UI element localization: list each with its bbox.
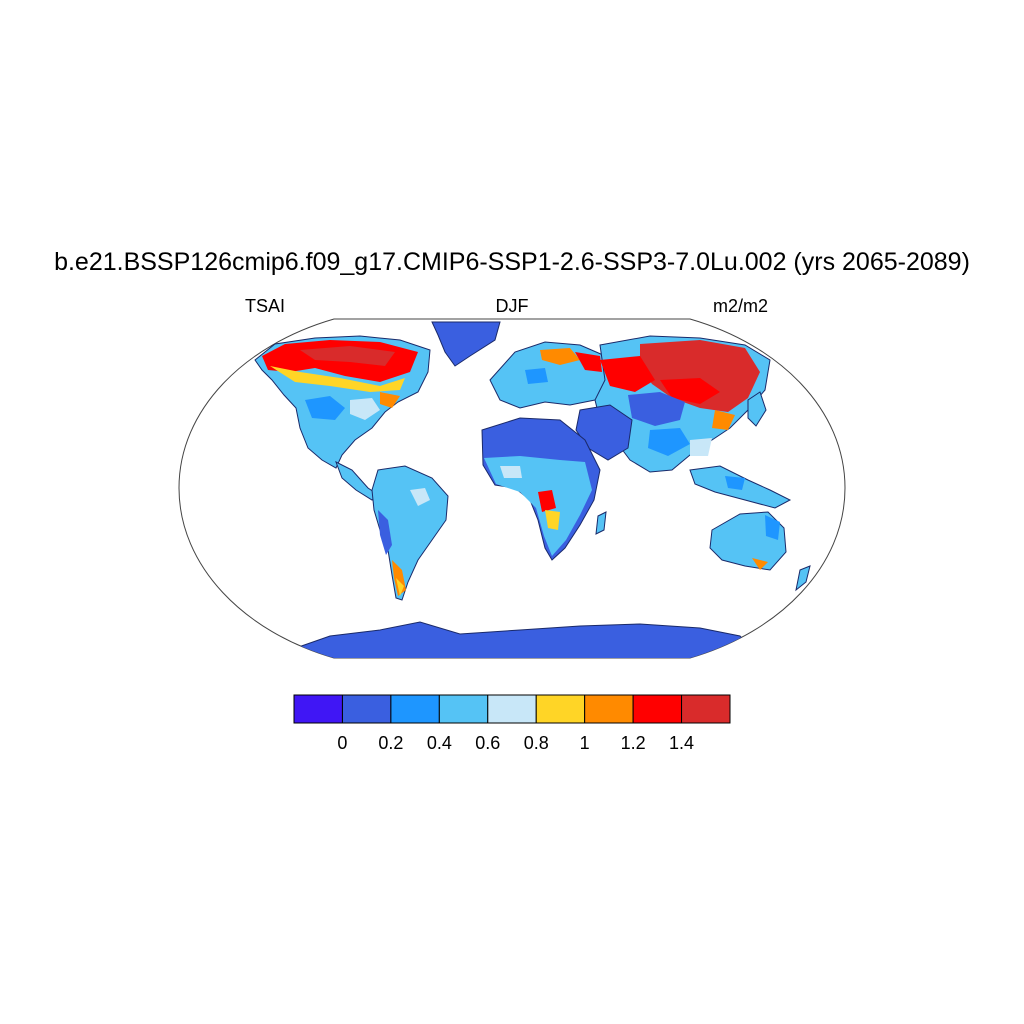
- japan: [747, 391, 767, 427]
- colorbar-tick-label: 1.4: [669, 733, 695, 753]
- colorbar-tick-label: 0.4: [426, 733, 452, 753]
- central-asia-desert: [628, 392, 685, 426]
- plot-title: b.e21.BSSP126cmip6.f09_g17.CMIP6-SSP1-2.…: [54, 248, 970, 276]
- colorbar-tick-label: 0.6: [475, 733, 501, 753]
- madagascar: [595, 511, 607, 535]
- antarctica: [278, 621, 762, 658]
- colorbar-swatch: [293, 694, 343, 724]
- colorbar-swatch: [584, 694, 634, 724]
- colorbar-swatch: [487, 694, 537, 724]
- colorbar-tick-label: 1.2: [620, 733, 646, 753]
- sahel-savanna: [484, 456, 592, 556]
- colorbar-swatch: [390, 694, 440, 724]
- new-zealand: [795, 565, 811, 592]
- colorbar-swatch: [632, 694, 683, 724]
- colorbar-tick-label: 0.8: [523, 733, 549, 753]
- colorbar-swatch: [681, 694, 731, 724]
- boreal-canada-edge: [270, 366, 405, 392]
- greenland: [431, 321, 501, 367]
- colorbar-tick-label: 0: [337, 733, 348, 753]
- season-label: DJF: [495, 296, 529, 316]
- boreal-canada-dark: [300, 346, 395, 366]
- colorbar-swatch: [438, 694, 489, 724]
- colorbar: [293, 694, 731, 724]
- colorbar-swatch: [535, 694, 586, 724]
- variable-label: TSAI: [245, 296, 286, 316]
- colorbar-tick-label: 1: [579, 733, 590, 753]
- units-label: m2/m2: [713, 296, 769, 316]
- arabia: [575, 404, 633, 461]
- colorbar-tick-label: 0.2: [378, 733, 404, 753]
- colorbar-swatch: [341, 694, 392, 724]
